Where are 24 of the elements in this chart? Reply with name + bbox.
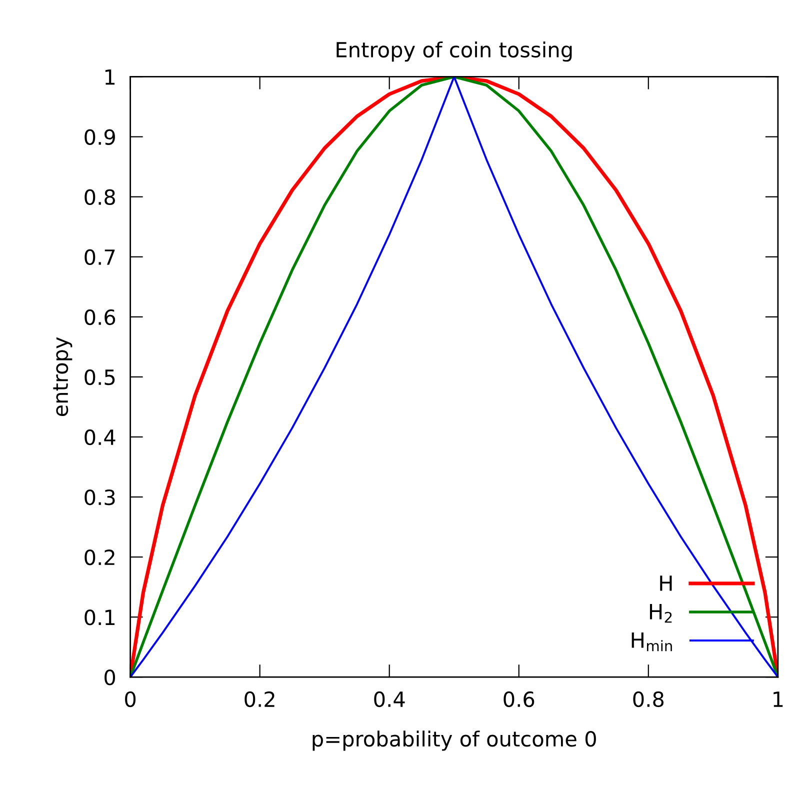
y-tick-label: 0.1 [84, 610, 114, 626]
y-tick-label: 0.9 [84, 129, 115, 145]
x-tick-label: 1 [774, 692, 783, 707]
y-tick-label: 1 [105, 69, 114, 85]
y-tick-label: 0.5 [84, 369, 115, 386]
line-series [130, 76, 778, 678]
y-tick-label: 0.2 [84, 549, 114, 566]
x-tick-label: 0 [125, 691, 136, 708]
y-tick-label: 0.7 [84, 249, 115, 266]
x-tick-label: 0.4 [374, 691, 405, 708]
y-tick-label: 0.8 [84, 189, 115, 206]
x-tick-label: 0.2 [244, 691, 274, 708]
y-axis-title: entropy [53, 337, 72, 416]
y-tick-label: 0.3 [84, 489, 115, 506]
y-tick-label: 0 [104, 670, 116, 686]
y-tick-label: 0.4 [84, 429, 116, 446]
y-tick-label: 0.6 [84, 309, 116, 326]
chart-title: Entropy of coin tossing [336, 41, 572, 62]
x-tick-label: 0.6 [504, 691, 534, 708]
legend-label: H$_{2}$ [650, 604, 672, 623]
x-tick-label: 0.8 [633, 691, 664, 708]
x-axis-title: p=probability of outcome 0 [312, 730, 596, 751]
legend-label: H [660, 576, 672, 591]
legend-label: H$_{min}$ [632, 632, 672, 652]
